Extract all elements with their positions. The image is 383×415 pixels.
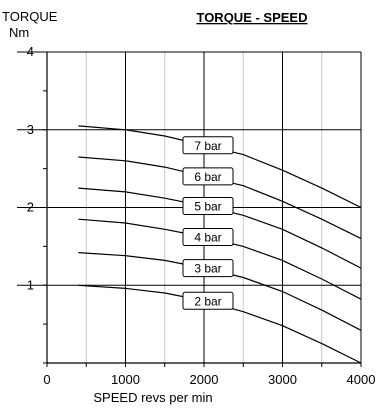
x-tick-label: 3000 — [268, 372, 297, 387]
series-label-box — [182, 167, 234, 186]
series-label: 7 bar — [194, 139, 221, 153]
y-tick-label: 4 — [27, 44, 34, 59]
chart-title: TORQUE - SPEED — [196, 10, 307, 25]
series-label-box — [182, 136, 234, 155]
series-label: 2 bar — [194, 294, 221, 308]
y-axis-label-torque: TORQUE — [2, 9, 58, 24]
series-label-box — [182, 291, 234, 310]
y-tick-label: 2 — [27, 200, 34, 215]
x-tick-label: 0 — [43, 372, 50, 387]
y-axis-label-unit: Nm — [9, 25, 29, 40]
tick-labels: 0 1000 2000 3000 4000 1 2 3 4 — [27, 44, 376, 387]
y-tick-label: 3 — [27, 122, 34, 137]
x-tick-label: 2000 — [190, 372, 219, 387]
series-label: 3 bar — [194, 262, 221, 276]
series-label-box — [182, 196, 234, 215]
series-label-box — [182, 259, 234, 278]
series-label: 4 bar — [194, 231, 221, 245]
x-tick-label: 1000 — [111, 372, 140, 387]
y-tick-label: 1 — [27, 277, 34, 292]
x-tick-label: 4000 — [347, 372, 376, 387]
series-labels: 7 bar 6 bar 5 bar 4 bar 3 bar 2 bar — [182, 136, 234, 310]
series-label: 5 bar — [194, 199, 221, 213]
x-axis-label: SPEED revs per min — [93, 390, 212, 405]
series-label: 6 bar — [194, 170, 221, 184]
series-label-box — [182, 228, 234, 247]
